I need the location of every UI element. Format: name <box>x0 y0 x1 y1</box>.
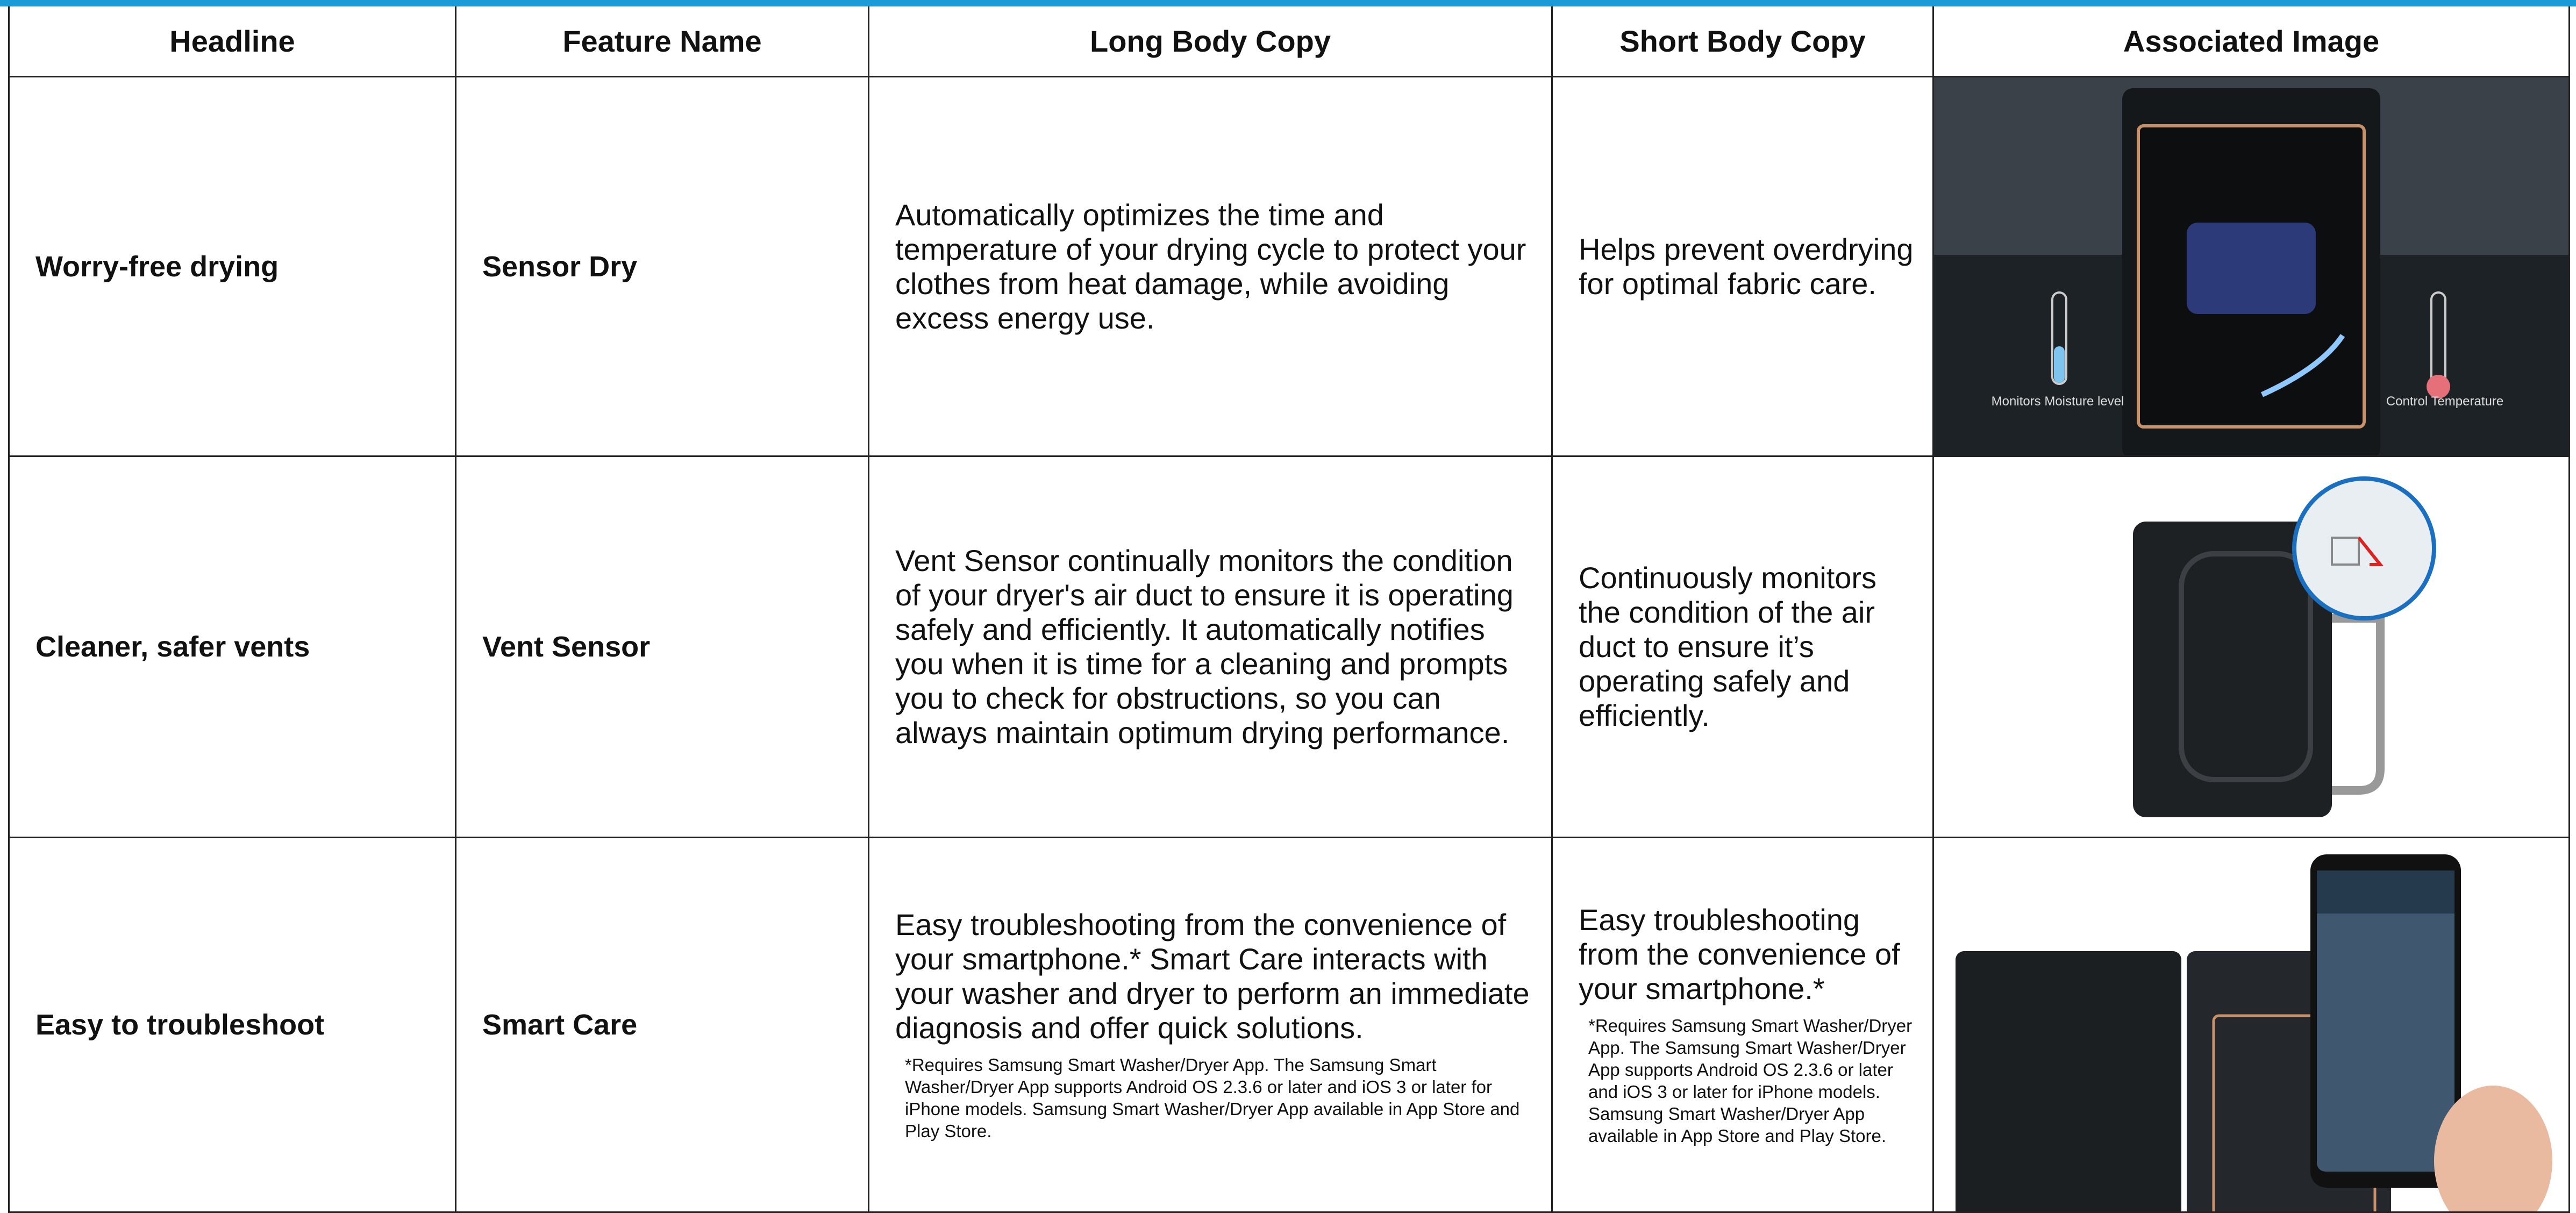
image-label: Monitors Moisture level <box>1992 394 2124 409</box>
short-copy: Helps prevent overdrying for optimal fab… <box>1553 77 1934 457</box>
feature-name: Smart Care <box>456 838 869 1213</box>
top-bar <box>0 0 2576 6</box>
headline: Worry-free drying <box>10 77 456 457</box>
image-label: Control Temperature <box>2386 394 2503 409</box>
header-cell: Feature Name <box>456 6 869 77</box>
feature-name: Sensor Dry <box>456 77 869 457</box>
header-cell: Short Body Copy <box>1553 6 1934 77</box>
short-copy: Easy troubleshooting from the convenienc… <box>1553 838 1934 1213</box>
image-cell <box>1934 838 2570 1213</box>
text: Easy troubleshooting from the convenienc… <box>1579 903 1900 1005</box>
text: Helps prevent overdrying for optimal fab… <box>1579 232 1914 301</box>
headline: Cleaner, safer vents <box>10 457 456 838</box>
header-cell: Long Body Copy <box>869 6 1553 77</box>
image-cell: Monitors Moisture level Control Temperat… <box>1934 77 2570 457</box>
footnote: *Requires Samsung Smart Washer/Dryer App… <box>905 1055 1520 1141</box>
header-cell: Associated Image <box>1934 6 2570 77</box>
dryer-image: Monitors Moisture level Control Temperat… <box>1934 77 2568 455</box>
header-cell: Headline <box>10 6 456 77</box>
long-copy: Easy troubleshooting from the convenienc… <box>869 838 1553 1213</box>
feature-table: Headline Feature Name Long Body Copy Sho… <box>8 6 2570 1213</box>
text: Easy troubleshooting from the convenienc… <box>895 908 1530 1045</box>
short-copy: Continuously monitors the condition of t… <box>1553 457 1934 838</box>
headline: Easy to troubleshoot <box>10 838 456 1213</box>
text: Automatically optimizes the time and tem… <box>895 197 1526 335</box>
vent-image <box>2133 476 2436 817</box>
long-copy: Automatically optimizes the time and tem… <box>869 77 1553 457</box>
feature-name: Vent Sensor <box>456 457 869 838</box>
footnote: *Requires Samsung Smart Washer/Dryer App… <box>1588 1016 1913 1146</box>
long-copy: Vent Sensor continually monitors the con… <box>869 457 1553 838</box>
image-cell <box>1934 457 2570 838</box>
text: Vent Sensor continually monitors the con… <box>895 544 1514 750</box>
text: Continuously monitors the condition of t… <box>1579 561 1877 732</box>
smart-care-image <box>1956 854 2552 1211</box>
